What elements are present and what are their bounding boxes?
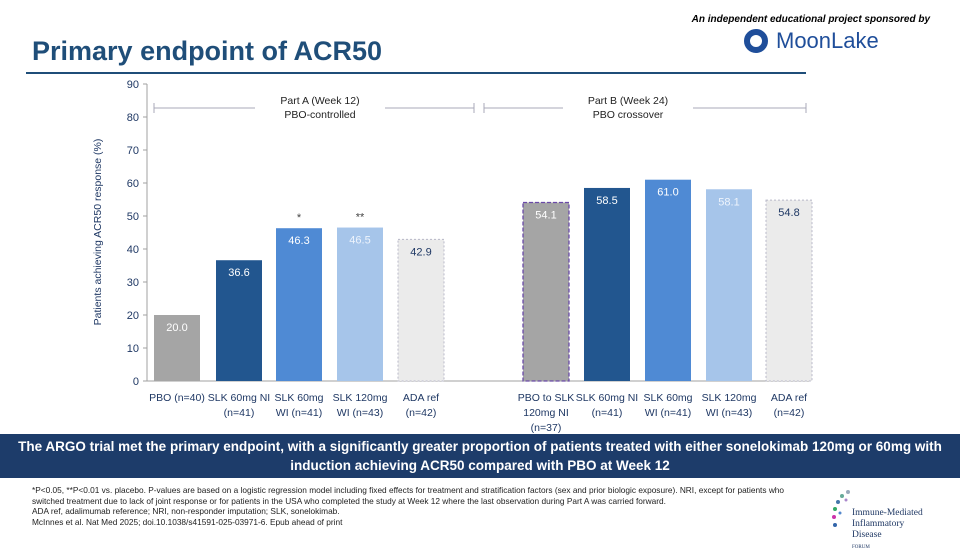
- x-tick-label: ADA ref: [403, 392, 439, 404]
- footnotes: *P<0.05, **P<0.01 vs. placebo. P-values …: [32, 485, 802, 527]
- y-tick-label: 90: [127, 79, 139, 91]
- y-tick-label: 80: [127, 112, 139, 124]
- y-tick-label: 20: [127, 310, 139, 322]
- x-tick-label: (n=41): [592, 407, 623, 419]
- x-tick-label: ADA ref: [771, 392, 807, 404]
- x-tick-label: SLK 60mg: [643, 392, 692, 404]
- x-tick-label: WI (n=43): [706, 407, 752, 419]
- data-label: 20.0: [166, 322, 187, 334]
- x-tick-label: PBO to SLK: [518, 392, 575, 404]
- data-label: 46.3: [288, 235, 309, 247]
- x-tick-label: (n=42): [774, 407, 805, 419]
- y-tick-label: 50: [127, 211, 139, 223]
- data-label: 61.0: [657, 187, 678, 199]
- bar: [276, 228, 322, 381]
- y-tick-label: 0: [133, 376, 139, 388]
- group-label: Part B (Week 24): [588, 95, 668, 107]
- data-label: 46.5: [349, 235, 370, 247]
- x-tick-label: SLK 120mg: [333, 392, 388, 404]
- bar: [154, 315, 200, 381]
- bar: [765, 199, 813, 382]
- forum-dots-icon: [832, 490, 850, 527]
- moonlake-ring-icon: [744, 29, 768, 53]
- group-sublabel: PBO-controlled: [284, 109, 355, 121]
- bar: [706, 189, 752, 381]
- x-tick-label: PBO (n=40): [149, 392, 205, 404]
- x-tick-label: SLK 60mg NI: [208, 392, 270, 404]
- sponsor-text: An independent educational project spons…: [691, 14, 930, 25]
- data-label: 58.5: [596, 195, 617, 207]
- bar: [522, 201, 570, 382]
- data-label: 58.1: [718, 196, 739, 208]
- bar: [397, 238, 445, 382]
- data-label: 54.1: [535, 209, 556, 221]
- forum-line1: Immune-Mediated: [852, 508, 923, 518]
- data-label: 42.9: [410, 246, 431, 258]
- x-tick-label: WI (n=41): [276, 407, 322, 419]
- significance-marker: **: [356, 212, 365, 224]
- x-tick-label: (n=42): [406, 407, 437, 419]
- bar-chart: 0 10 20 30 40 50 60 70 80 90 Patients achieving AC…: [92, 79, 813, 434]
- x-tick-label: 120mg NI: [523, 407, 569, 419]
- forum-line2: Inflammatory Disease: [852, 519, 905, 540]
- moonlake-logo: MoonLake: [744, 28, 879, 54]
- y-tick-label: 60: [127, 178, 139, 190]
- bar: [584, 187, 630, 381]
- bar: [645, 179, 691, 381]
- x-tick-label: (n=37): [531, 422, 562, 434]
- title-divider: [26, 72, 806, 74]
- x-tick-label: SLK 120mg: [702, 392, 757, 404]
- y-tick-label: 10: [127, 343, 139, 355]
- data-label: 54.8: [778, 207, 799, 219]
- y-tick-label: 30: [127, 277, 139, 289]
- moonlake-logo-text: MoonLake: [776, 28, 879, 53]
- y-tick-label: 40: [127, 244, 139, 256]
- page-title: Primary endpoint of ACR50: [32, 36, 383, 66]
- x-tick-label: (n=41): [224, 407, 255, 419]
- footnote: McInnes et al. Nat Med 2025; doi.10.1038…: [32, 516, 343, 527]
- x-tick-label: WI (n=41): [645, 407, 691, 419]
- conclusion-banner: The ARGO trial met the primary endpoint,…: [0, 434, 960, 478]
- group-sublabel: PBO crossover: [593, 109, 664, 121]
- bar: [216, 260, 262, 381]
- x-tick-label: SLK 60mg NI: [576, 392, 638, 404]
- y-tick-label: 70: [127, 145, 139, 157]
- data-label: 36.6: [228, 267, 249, 279]
- bar: [337, 227, 383, 381]
- significance-marker: *: [297, 212, 302, 224]
- x-tick-label: WI (n=43): [337, 407, 383, 419]
- forum-logo: Immune-Mediated Inflammatory Disease FORUM: [826, 486, 936, 550]
- footnote: *P<0.05, **P<0.01 vs. placebo. P-values …: [32, 485, 785, 506]
- group-label: Part A (Week 12): [280, 95, 359, 107]
- forum-line3: FORUM: [852, 545, 870, 550]
- footnote: ADA ref, adalimumab reference; NRI, non-…: [32, 506, 340, 516]
- y-axis-label: Patients achieving ACR50 response (%): [92, 139, 104, 326]
- x-tick-label: SLK 60mg: [274, 392, 323, 404]
